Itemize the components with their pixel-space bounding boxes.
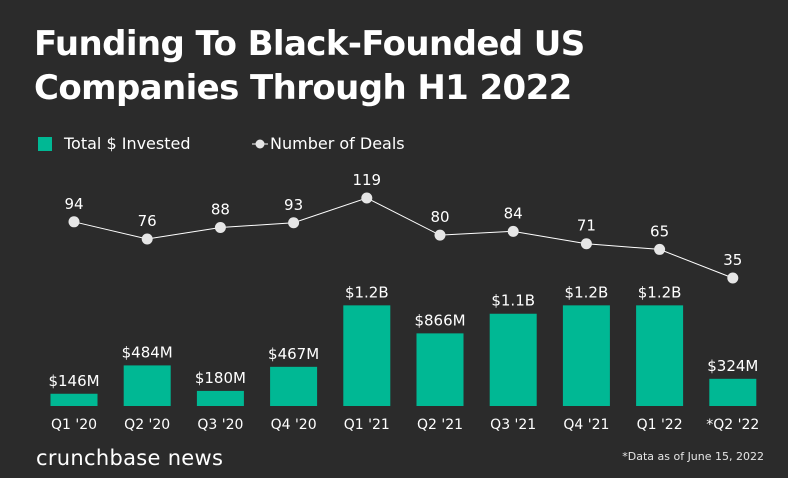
deals-point-2 — [214, 222, 226, 234]
bar-label-0: $146M — [48, 372, 99, 390]
deals-point-8 — [654, 243, 666, 255]
deals-point-3 — [288, 217, 300, 229]
footnote: *Data as of June 15, 2022 — [622, 450, 764, 463]
deals-point-9 — [727, 272, 739, 284]
brand-logo-text: crunchbase news — [36, 446, 224, 470]
x-tick-label-2: Q3 '20 — [197, 417, 243, 433]
bar-label-2: $180M — [195, 369, 246, 387]
bar-label-9: $324M — [707, 357, 758, 375]
deals-point-5 — [434, 229, 446, 241]
deals-label-1: 76 — [138, 212, 157, 230]
x-tick-label-0: Q1 '20 — [51, 417, 97, 433]
x-tick-label-5: Q2 '21 — [417, 417, 463, 433]
bar-7 — [562, 305, 610, 406]
x-tick-label-7: Q4 '21 — [563, 417, 609, 433]
deals-label-4: 119 — [352, 171, 381, 189]
bar-2 — [196, 390, 244, 406]
deals-line — [73, 197, 733, 279]
x-tick-label-1: Q2 '20 — [124, 417, 170, 433]
bar-label-6: $1.1B — [491, 292, 535, 310]
bar-label-3: $467M — [268, 345, 319, 363]
x-tick-label-3: Q4 '20 — [271, 417, 317, 433]
bar-label-4: $1.2B — [345, 283, 389, 301]
legend-label-deals: Number of Deals — [270, 134, 405, 153]
x-tick-label-9: *Q2 '22 — [706, 417, 759, 433]
line-marker-icon — [252, 139, 268, 149]
bar-5 — [416, 333, 464, 406]
bar-9 — [709, 378, 757, 406]
x-tick-label-6: Q3 '21 — [490, 417, 536, 433]
deals-label-7: 71 — [577, 217, 596, 235]
deals-label-2: 88 — [211, 201, 230, 219]
deals-point-0 — [68, 216, 80, 228]
chart-title: Funding To Black-Founded US Companies Th… — [34, 24, 585, 108]
bar-swatch-icon — [38, 137, 52, 151]
bar-label-1: $484M — [122, 343, 173, 361]
bar-6 — [489, 313, 537, 406]
bar-label-7: $1.2B — [565, 283, 609, 301]
legend-label-invested: Total $ Invested — [64, 134, 191, 153]
bar-4 — [343, 305, 391, 406]
deals-label-6: 84 — [504, 204, 523, 222]
bar-8 — [636, 305, 684, 406]
bar-label-8: $1.2B — [638, 283, 682, 301]
deals-point-6 — [507, 225, 519, 237]
deals-point-7 — [580, 238, 592, 250]
deals-label-8: 65 — [650, 222, 669, 240]
bar-3 — [270, 366, 318, 406]
deals-point-4 — [361, 192, 373, 204]
bar-1 — [123, 365, 171, 406]
deals-label-9: 35 — [723, 251, 742, 269]
x-tick-label-4: Q1 '21 — [344, 417, 390, 433]
deals-label-0: 94 — [64, 195, 83, 213]
deals-label-5: 80 — [430, 208, 449, 226]
deals-label-3: 93 — [284, 196, 303, 214]
deals-point-1 — [141, 233, 153, 245]
bar-0 — [50, 393, 98, 406]
bar-label-5: $866M — [414, 311, 465, 329]
x-tick-label-8: Q1 '22 — [637, 417, 683, 433]
